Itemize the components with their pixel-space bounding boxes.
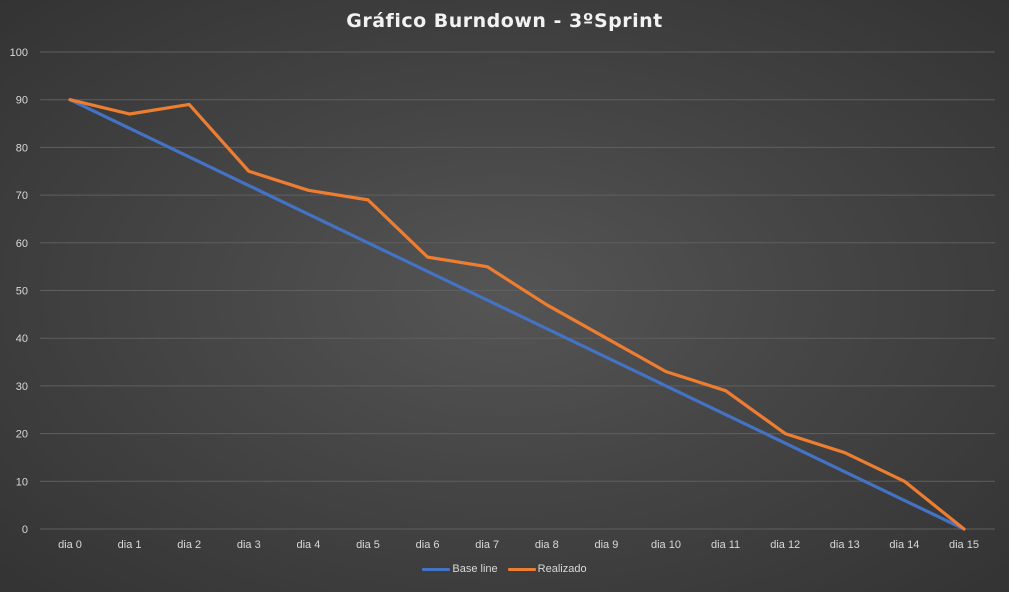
series-line-base-line (68, 98, 966, 531)
legend-item-base-line: Base line (422, 563, 498, 575)
legend-swatch-base-line (422, 567, 451, 571)
x-axis-ticks: dia 0 dia 1 dia 2 dia 3 dia 4 dia 5 dia 6 dia 7… (58, 539, 979, 551)
y-tick-label-100: 100 (10, 47, 28, 59)
series-lines (68, 98, 966, 531)
y-tick-label-70: 70 (16, 190, 28, 202)
x-tick-label-4: dia 4 (296, 539, 320, 551)
y-tick-label-10: 10 (16, 476, 28, 488)
y-tick-label-30: 30 (16, 381, 28, 393)
gridlines (40, 51, 995, 530)
y-axis-ticks: 0 10 20 30 40 50 60 70 80 90 100 (10, 47, 28, 536)
series-line-realizado (68, 98, 966, 531)
x-tick-label-2: dia 2 (177, 539, 201, 551)
x-tick-label-1: dia 1 (118, 539, 142, 551)
x-tick-label-7: dia 7 (475, 539, 499, 551)
legend: Base line Realizado (0, 563, 1009, 575)
x-tick-label-8: dia 8 (535, 539, 559, 551)
x-tick-label-11: dia 11 (711, 539, 740, 551)
x-tick-label-14: dia 14 (889, 539, 919, 551)
x-tick-label-6: dia 6 (416, 539, 440, 551)
y-tick-label-0: 0 (22, 524, 28, 536)
legend-swatch-realizado (507, 567, 536, 571)
y-tick-label-60: 60 (16, 238, 28, 250)
x-tick-label-9: dia 9 (594, 539, 618, 551)
x-tick-label-10: dia 10 (651, 539, 681, 551)
y-tick-label-80: 80 (16, 142, 28, 154)
x-tick-label-5: dia 5 (356, 539, 380, 551)
x-tick-label-15: dia 15 (949, 539, 979, 551)
x-tick-label-12: dia 12 (770, 539, 800, 551)
x-tick-label-3: dia 3 (237, 539, 261, 551)
y-tick-label-50: 50 (16, 286, 28, 298)
legend-label-base-line: Base line (452, 563, 498, 575)
y-tick-label-40: 40 (16, 333, 28, 345)
legend-label-realizado: Realizado (537, 563, 587, 575)
legend-item-realizado: Realizado (507, 563, 587, 575)
chart-title: Gráfico Burndown - 3ºSprint (346, 10, 663, 32)
x-tick-label-13: dia 13 (830, 539, 860, 551)
y-tick-label-20: 20 (16, 429, 28, 441)
x-tick-label-0: dia 0 (58, 539, 82, 551)
y-tick-label-90: 90 (16, 95, 28, 107)
